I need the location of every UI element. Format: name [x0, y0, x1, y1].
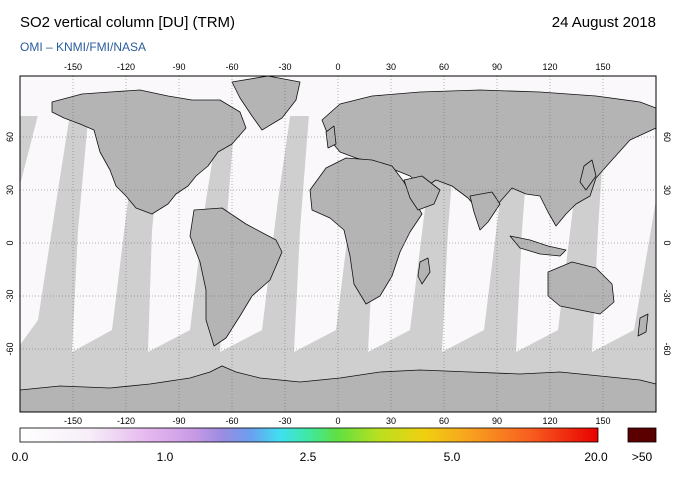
lon-tick-bottom: -150 [64, 416, 82, 426]
colorbar-label-3: 5.0 [443, 450, 461, 464]
lon-tick-bottom: 60 [439, 416, 449, 426]
lon-tick-bottom: 120 [542, 416, 557, 426]
lon-tick-top: -150 [64, 62, 82, 72]
lon-tick-top: -120 [117, 62, 135, 72]
latitude-labels-left: 60 30 0 -30 -60 [5, 132, 15, 356]
map-date: 24 August 2018 [551, 14, 656, 31]
lat-tick-left: -60 [5, 342, 15, 355]
lon-tick-top: -60 [225, 62, 238, 72]
lon-tick-bottom: -90 [172, 416, 185, 426]
britain [325, 125, 337, 149]
africa [309, 157, 423, 305]
colorbar-overflow-swatch [627, 427, 657, 443]
colorbar-gradient [19, 427, 599, 443]
colorbar-label-2: 2.5 [299, 450, 317, 464]
madagascar [417, 257, 431, 285]
colorbar-label-1: 1.0 [156, 450, 174, 464]
lon-tick-bottom: 30 [386, 416, 396, 426]
longitude-labels-top: -150 -120 -90 -60 -30 0 30 60 90 120 150 [64, 62, 611, 72]
graticule [20, 76, 656, 412]
latitude-labels-right: 60 30 0 -30 -60 [662, 132, 672, 356]
indonesia [509, 235, 567, 257]
lat-tick-left: -30 [5, 289, 15, 302]
australia [547, 261, 615, 315]
lon-tick-top: 60 [439, 62, 449, 72]
lat-tick-left: 30 [5, 185, 15, 195]
lon-tick-top: 30 [386, 62, 396, 72]
lon-tick-bottom: 0 [335, 416, 340, 426]
india [469, 191, 501, 231]
north-america [51, 89, 247, 215]
lon-tick-top: 150 [595, 62, 610, 72]
longitude-labels-bottom: -150 -120 -90 -60 -30 0 30 60 90 120 150 [64, 416, 611, 426]
eurasia [321, 89, 656, 227]
arabian-peninsula [403, 175, 441, 211]
lat-tick-left: 0 [5, 240, 15, 245]
map-title: SO2 vertical column [DU] (TRM) [20, 14, 236, 31]
lat-tick-right: 0 [662, 240, 672, 245]
japan [579, 159, 597, 191]
lat-tick-right: 30 [662, 185, 672, 195]
lon-tick-bottom: -120 [117, 416, 135, 426]
colorbar-label-4: 20.0 [584, 450, 608, 464]
lon-tick-bottom: -60 [225, 416, 238, 426]
map-frame [19, 75, 657, 413]
colorbar-label-0: 0.0 [11, 450, 29, 464]
lat-tick-right: 60 [662, 132, 672, 142]
lon-tick-bottom: 90 [492, 416, 502, 426]
lon-tick-bottom: -30 [278, 416, 291, 426]
lon-tick-top: 120 [542, 62, 557, 72]
colorbar-overflow-label: >50 [631, 450, 653, 464]
lon-tick-bottom: 150 [595, 416, 610, 426]
lat-tick-left: 60 [5, 132, 15, 142]
south-america [189, 207, 283, 347]
lat-tick-right: -60 [662, 342, 672, 355]
lon-tick-top: -30 [278, 62, 291, 72]
lon-tick-top: -90 [172, 62, 185, 72]
lon-tick-top: 90 [492, 62, 502, 72]
greenland [231, 76, 301, 131]
lon-tick-top: 0 [335, 62, 340, 72]
data-credit: OMI – KNMI/FMI/NASA [20, 40, 147, 54]
new-zealand [637, 313, 649, 337]
continents [51, 76, 656, 347]
lat-tick-right: -30 [662, 289, 672, 302]
